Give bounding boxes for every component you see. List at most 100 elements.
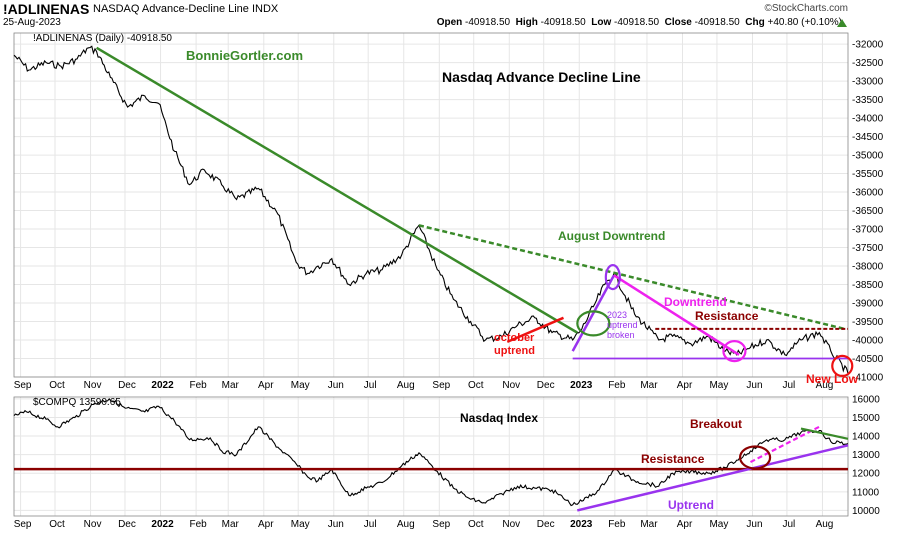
breakout-circle [738,445,772,470]
october-uptrend-line [506,316,564,344]
low-circle [722,340,747,363]
ad-y-tick-label: -39500 [852,317,884,328]
compq-x-tick-label: Jul [364,519,377,530]
up-triangle-icon [837,19,847,27]
compq-x-tick-label: May [291,519,310,530]
ohlc-readout: Open -40918.50 High -40918.50 Low -40918… [436,17,842,28]
annotation-october-uptrend: october uptrend [494,332,535,357]
panel-frames [13,32,849,517]
compq-x-tick-label: Nov [84,519,102,530]
ad-x-tick-label: 2023 [570,380,593,391]
compq-x-tick-label: Sep [432,519,450,530]
ad-y-tick-label: -38500 [852,280,884,291]
compq-uptrend-line [576,444,849,512]
compq-chart-title: Nasdaq Index [460,411,538,425]
uptrend-2023-line [571,274,616,352]
ad-y-tick-label: -36500 [852,206,884,217]
ad-y-tick-label: -40500 [852,354,884,365]
axis-ticks: -32000 -32500 -33000 -33500 -34000 -34500 -350… [14,40,884,530]
ad-legend: !ADLINENAS (Daily) -40918.50 [33,33,172,44]
ad-x-tick-label: Jul [364,380,377,391]
compq-legend: $COMPQ 13590.65 [33,397,121,408]
ad-x-tick-label: Nov [84,380,102,391]
ad-y-tick-label: -33500 [852,95,884,106]
ad-y-tick-label: -32500 [852,58,884,69]
ad-y-tick-label: -40000 [852,336,884,347]
stockcharts-logo: ©StockCharts.com [764,3,848,14]
ad-y-tick-label: -37000 [852,225,884,236]
chart-header: !ADLINENAS NASDAQ Advance-Decline Line I… [0,0,900,32]
ad-x-tick-label: Jun [746,380,762,391]
ad-x-tick-label: Feb [608,380,626,391]
ad-x-tick-label: 2022 [151,380,174,391]
ad-y-tick-label: -36000 [852,188,884,199]
ad-y-tick-label: -38000 [852,262,884,273]
compq-x-tick-label: Mar [222,519,240,530]
ad-panel-frame [13,32,849,378]
chart-date: 25-Aug-2023 [3,17,61,28]
august-downtrend-line [418,224,845,331]
ad-x-tick-label: Jul [783,380,796,391]
compq-grid [14,397,848,516]
ad-chart-title: Nasdaq Advance Decline Line [442,69,641,85]
compq-y-tick-label: 12000 [852,469,880,480]
compq-x-tick-label: Apr [258,519,274,530]
compq-y-tick-label: 13000 [852,450,880,461]
compq-x-tick-label: Oct [468,519,484,530]
compq-y-tick-label: 16000 [852,394,880,405]
annotation-downtrend: Downtrend [664,295,727,309]
compq-line-series [13,398,849,507]
ad-x-tick-label: Feb [189,380,207,391]
compq-x-tick-label: Jun [328,519,344,530]
ad-x-tick-label: Oct [49,380,65,391]
compq-y-tick-label: 10000 [852,506,880,517]
ad-y-tick-label: -34000 [852,114,884,125]
ad-y-tick-label: -37500 [852,243,884,254]
ad-y-tick-label: -33000 [852,77,884,88]
source-label: BonnieGortler.com [186,48,303,63]
compq-x-tick-label: Jul [783,519,796,530]
compq-y-tick-label: 11000 [852,487,880,498]
ad-x-tick-label: Aug [816,380,834,391]
ad-x-tick-label: Apr [258,380,274,391]
compq-x-tick-label: Feb [608,519,626,530]
compq-panel-frame [13,396,849,517]
ad-x-tick-label: Mar [640,380,658,391]
compq-breakout-line [749,425,820,464]
ad-y-tick-label: -32000 [852,40,884,51]
symbol-label: !ADLINENAS [3,1,90,17]
annotation-resistance-compq: Resistance [641,452,705,466]
annotation-resistance: Resistance [695,309,759,323]
ad-x-tick-label: Jun [328,380,344,391]
new-low-circle [831,354,854,378]
compq-x-tick-label: Oct [49,519,65,530]
compq-x-tick-label: Mar [640,519,658,530]
ad-x-tick-label: Dec [118,380,136,391]
annotation-uptrend: Uptrend [668,498,714,512]
breakdown-circle [576,310,611,337]
downtrend-line [613,274,740,356]
compq-downtrend-line [800,427,849,440]
annotation-new-low: New Low [806,372,859,386]
compq-x-tick-label: May [709,519,728,530]
peak-circle [604,264,621,291]
compq-x-tick-label: Sep [14,519,32,530]
ad-x-tick-label: Apr [677,380,693,391]
ad-x-tick-label: Mar [222,380,240,391]
long-downtrend-line [95,46,578,334]
ad-x-tick-label: May [291,380,310,391]
compq-x-tick-label: Feb [189,519,207,530]
compq-y-tick-label: 14000 [852,432,880,443]
ad-x-tick-label: Sep [432,380,450,391]
symbol-name: NASDAQ Advance-Decline Line INDX [93,3,279,15]
ad-x-tick-label: Nov [502,380,520,391]
ad-line-series [13,45,849,374]
annotation-august-downtrend: August Downtrend [558,229,665,243]
compq-y-tick-label: 15000 [852,413,880,424]
compq-x-tick-label: Nov [502,519,520,530]
compq-x-tick-label: 2022 [151,519,174,530]
compq-x-tick-label: Dec [537,519,555,530]
compq-x-tick-label: Dec [118,519,136,530]
ad-x-tick-label: Oct [468,380,484,391]
